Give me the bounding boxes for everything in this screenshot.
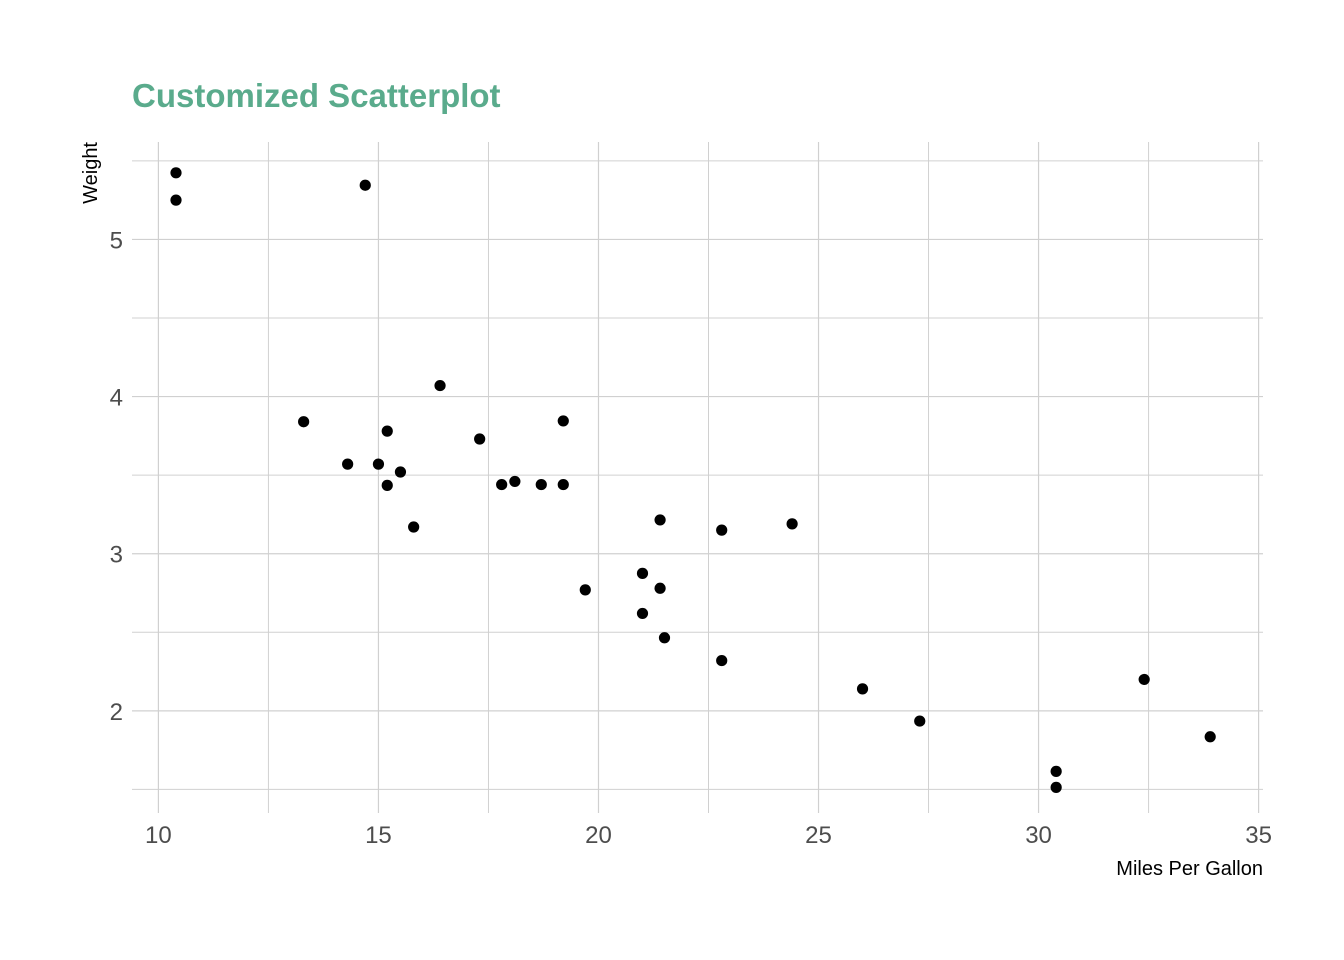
data-point (474, 433, 486, 445)
data-point (557, 415, 569, 427)
data-point (1204, 731, 1216, 743)
data-points (170, 167, 1216, 793)
data-point (170, 167, 182, 179)
x-tick-label: 25 (805, 822, 832, 849)
x-tick-label: 35 (1245, 822, 1272, 849)
data-point (381, 479, 393, 491)
x-tick-label: 15 (365, 822, 392, 849)
data-point (342, 458, 354, 470)
data-point (434, 379, 446, 392)
data-point (394, 466, 407, 478)
data-point (359, 179, 371, 191)
data-point (654, 514, 666, 526)
data-point (509, 475, 521, 488)
data-point (636, 567, 649, 579)
x-tick-label: 20 (585, 822, 612, 849)
y-tick-label: 4 (110, 385, 123, 412)
data-point (298, 416, 310, 428)
y-tick-label: 3 (110, 542, 123, 569)
x-tick-label: 10 (145, 822, 172, 849)
data-point (654, 582, 666, 594)
data-point (372, 458, 385, 470)
chart-title: Customized Scatterplot (132, 77, 501, 114)
data-point (408, 521, 420, 533)
data-point (1050, 765, 1062, 777)
data-point (535, 478, 547, 491)
data-point (557, 478, 569, 491)
x-axis-label: Miles Per Gallon (1116, 858, 1263, 880)
data-point (579, 584, 591, 596)
y-axis-label: Weight (80, 142, 102, 204)
y-tick-label: 5 (110, 227, 123, 254)
data-point (716, 654, 728, 667)
gridlines (132, 142, 1263, 813)
data-point (786, 518, 798, 530)
data-point (1050, 781, 1062, 793)
data-point (381, 425, 393, 437)
data-point (170, 194, 182, 206)
data-point (1138, 673, 1150, 686)
y-tick-label: 2 (110, 699, 123, 726)
data-point (716, 524, 728, 536)
x-axis-ticks: 10 15 20 25 30 35 (145, 822, 1272, 849)
data-point (914, 715, 926, 727)
y-axis-ticks: 2 3 4 5 (110, 227, 123, 725)
x-tick-label: 30 (1025, 822, 1052, 849)
data-point (636, 607, 649, 620)
data-point (856, 683, 869, 695)
data-point (658, 632, 671, 644)
data-point (496, 478, 508, 491)
